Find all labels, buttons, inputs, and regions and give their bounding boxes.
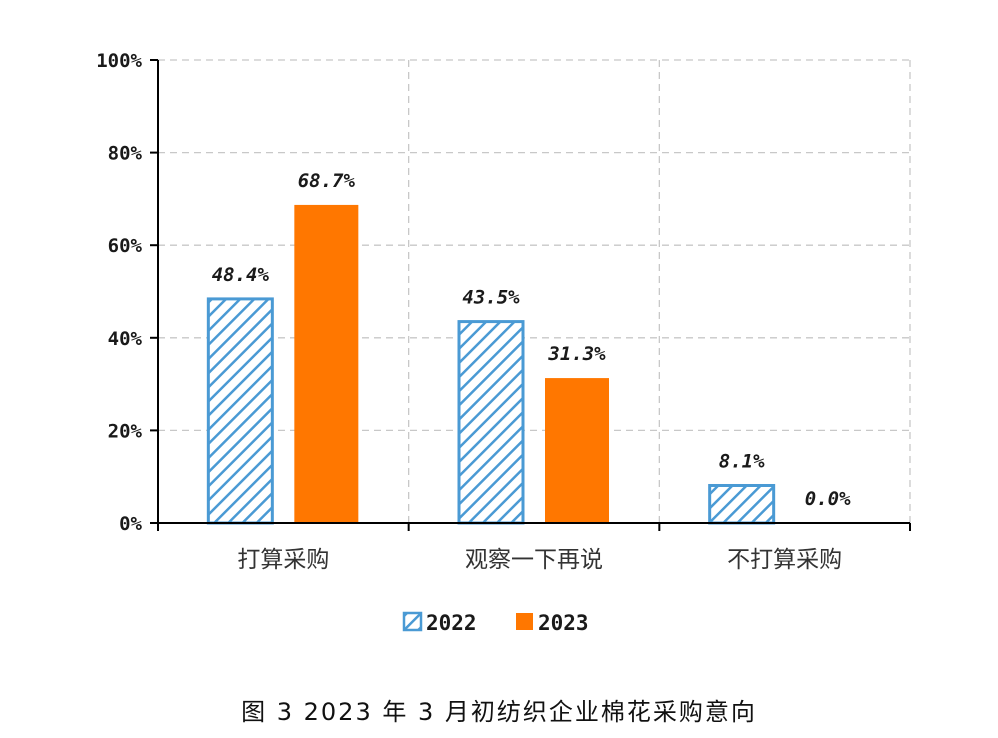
y-tick-label: 60% — [108, 235, 143, 257]
data-labels: 48.4% 68.7% 43.5% 31.3% 8.1% 0.0% — [212, 170, 851, 510]
category-label: 观察一下再说 — [465, 547, 603, 573]
data-label: 48.4% — [212, 264, 270, 286]
bar-chart: 0% 20% 40% 60% 80% 100% 打算采购 观察一下再说 不打算采购 48.4% 6… — [96, 50, 911, 635]
bars — [206, 204, 776, 525]
category-label: 打算采购 — [237, 547, 329, 573]
axes: 0% 20% 40% 60% 80% 100% 打算采购 观察一下再说 不打算采购 — [96, 50, 911, 573]
y-tick-label: 100% — [96, 50, 142, 72]
figure-caption: 图 3 2023 年 3 月初纺织企业棉花采购意向 — [241, 698, 757, 726]
bar-2023-1 — [545, 378, 609, 523]
bar-2023-0 — [294, 204, 359, 523]
data-label: 43.5% — [462, 287, 520, 309]
data-label: 8.1% — [719, 450, 765, 472]
bar-2022-2 — [708, 483, 776, 525]
legend: 2022 2023 — [402, 611, 589, 635]
y-tick-label: 0% — [119, 513, 142, 535]
legend-label-2022: 2022 — [426, 611, 477, 635]
bar-2022-1 — [457, 320, 525, 525]
data-label: 0.0% — [805, 488, 851, 510]
y-tick-label: 80% — [108, 143, 143, 165]
legend-swatch-2022 — [402, 611, 423, 632]
category-label: 不打算采购 — [727, 547, 842, 573]
data-label: 68.7% — [298, 170, 356, 192]
y-tick-label: 20% — [108, 420, 143, 442]
data-label: 31.3% — [547, 343, 606, 365]
y-tick-label: 40% — [108, 328, 143, 350]
bar-2022-0 — [206, 297, 274, 525]
gridlines — [158, 59, 911, 523]
legend-swatch-2023 — [516, 613, 533, 630]
legend-label-2023: 2023 — [538, 611, 589, 635]
